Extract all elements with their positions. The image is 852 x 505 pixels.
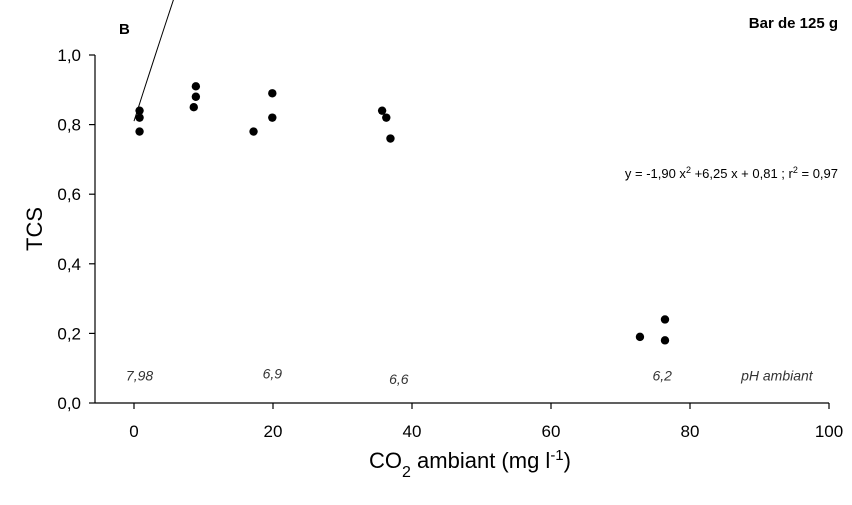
fit-curve — [133, 0, 174, 122]
x-axis-label: CO2 ambiant (mg l-1) — [369, 447, 571, 481]
x-tick-label: 0 — [129, 422, 138, 441]
data-point — [660, 336, 670, 345]
data-point — [249, 127, 258, 136]
data-point — [382, 113, 391, 122]
axes — [94, 55, 829, 404]
ph-annotations: 7,98 6,9 6,6 6,2 pH ambiant — [126, 366, 814, 387]
ph-annotation: pH ambiant — [740, 367, 814, 383]
data-point — [660, 315, 670, 324]
data-point — [135, 106, 144, 115]
data-point — [386, 134, 395, 143]
data-point — [135, 113, 144, 122]
y-tick-label: 0,4 — [57, 255, 81, 274]
data-point — [377, 106, 387, 115]
x-tick-label: 40 — [403, 422, 422, 441]
y-tick-label: 0,8 — [57, 116, 81, 135]
y-axis-label: TCS — [22, 207, 47, 251]
data-point — [635, 332, 645, 342]
x-ticks: 0 20 40 60 80 100 — [129, 403, 843, 441]
y-ticks: 0,0 0,2 0,4 0,6 0,8 1,0 — [57, 46, 95, 413]
data-points — [135, 82, 670, 345]
ph-annotation: 6,6 — [389, 371, 409, 387]
data-point — [268, 113, 277, 122]
y-tick-label: 0,2 — [57, 324, 81, 343]
chart-title: Bar de 125 g — [749, 15, 838, 32]
x-tick-label: 20 — [264, 422, 283, 441]
data-point — [189, 103, 198, 112]
ph-annotation: 7,98 — [126, 367, 153, 383]
x-tick-label: 80 — [681, 422, 700, 441]
data-point — [268, 89, 277, 98]
x-tick-label: 60 — [542, 422, 561, 441]
data-point — [135, 127, 144, 136]
y-tick-label: 0,6 — [57, 185, 81, 204]
ph-annotation: 6,2 — [652, 367, 672, 383]
y-tick-label: 0,0 — [57, 394, 81, 413]
x-tick-label: 100 — [815, 422, 843, 441]
panel-label: B — [119, 21, 130, 38]
ph-annotation: 6,9 — [263, 366, 283, 382]
y-tick-label: 1,0 — [57, 46, 81, 65]
regression-equation: y = -1,90 x2 +6,25 x + 0,81 ; r2 = 0,97 — [625, 165, 838, 181]
data-point — [191, 82, 201, 91]
data-point — [191, 92, 201, 101]
